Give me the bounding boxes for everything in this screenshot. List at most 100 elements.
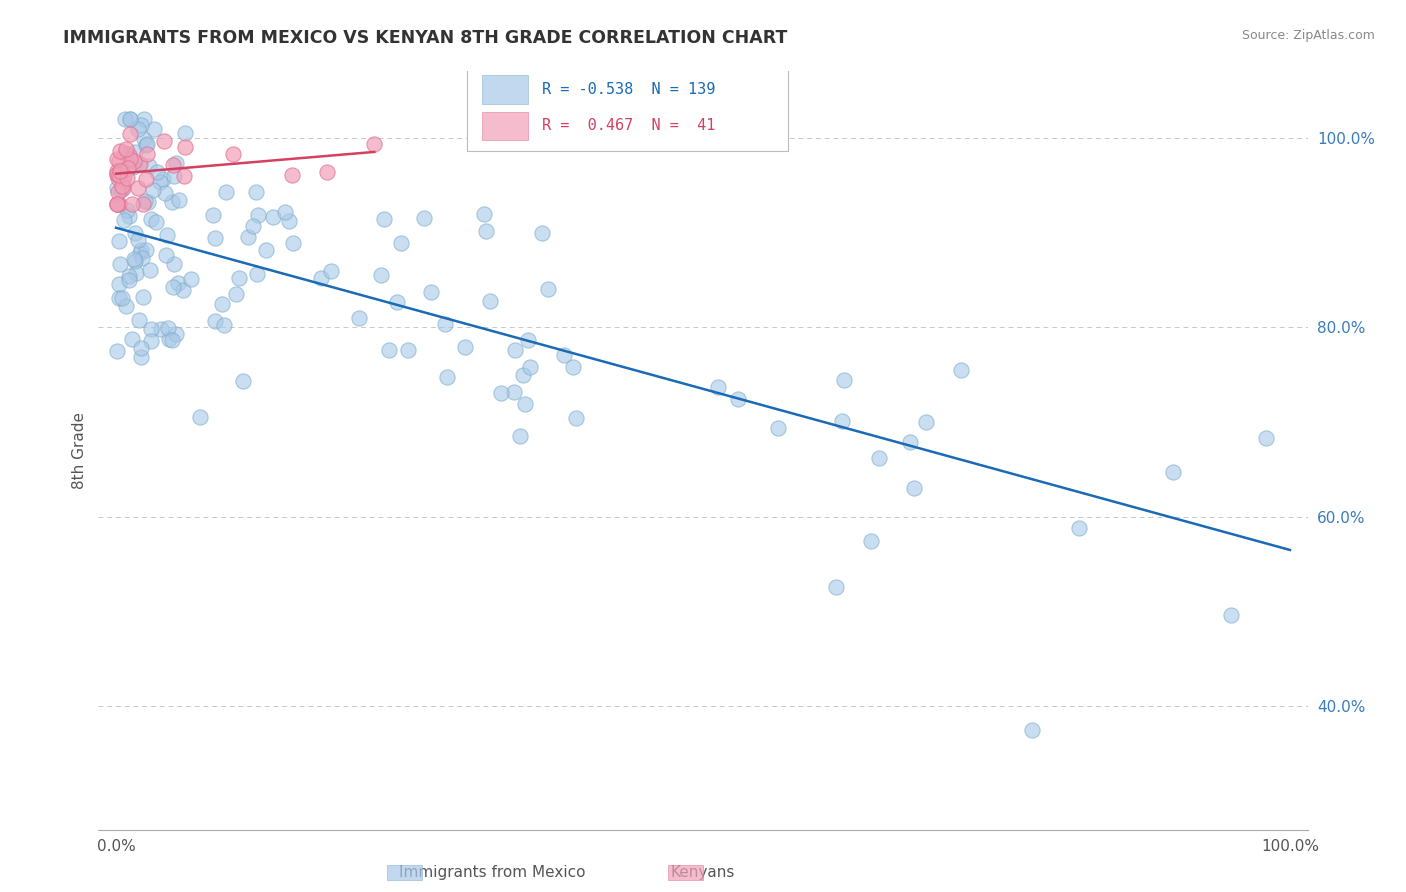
Point (707, 379, 730, 393)
Point (124, 145, 146, 160)
Point (915, 416, 938, 430)
Point (162, 280, 184, 294)
Point (136, 146, 159, 161)
Point (152, 172, 174, 186)
Point (167, 193, 190, 207)
Point (242, 219, 264, 233)
Point (138, 263, 160, 277)
Point (121, 197, 143, 211)
FancyBboxPatch shape (482, 112, 527, 140)
Point (180, 272, 202, 286)
Point (112, 213, 135, 227)
Point (108, 197, 131, 211)
Point (107, 185, 129, 199)
Point (129, 243, 152, 257)
Point (1161, 465, 1184, 479)
Point (832, 373, 855, 387)
Point (111, 173, 134, 187)
Point (105, 197, 128, 211)
Point (167, 276, 190, 290)
Point (139, 211, 162, 226)
Point (553, 348, 575, 362)
Point (114, 145, 136, 160)
Point (105, 197, 128, 211)
Point (127, 122, 149, 136)
Point (128, 312, 150, 326)
Point (173, 169, 195, 183)
FancyBboxPatch shape (467, 64, 787, 151)
Point (274, 204, 297, 219)
Point (174, 126, 197, 140)
Point (124, 254, 146, 268)
Point (565, 410, 588, 425)
Point (129, 342, 152, 356)
Point (419, 285, 441, 299)
Point (128, 157, 150, 171)
Point (153, 186, 176, 201)
Point (128, 246, 150, 260)
Point (134, 132, 156, 146)
Point (478, 293, 501, 308)
Point (316, 165, 339, 179)
Point (202, 208, 225, 222)
Point (491, 385, 513, 400)
Point (281, 169, 304, 183)
Point (370, 268, 392, 283)
Point (149, 175, 172, 189)
Point (433, 317, 456, 331)
Point (107, 170, 129, 185)
Point (115, 299, 138, 313)
Point (377, 343, 399, 357)
Point (215, 185, 238, 199)
Point (509, 429, 531, 443)
Point (121, 332, 143, 346)
Point (1256, 430, 1278, 444)
Point (146, 164, 169, 178)
Point (139, 334, 162, 349)
Point (115, 143, 138, 157)
Point (562, 360, 585, 375)
Point (1021, 723, 1043, 737)
Point (115, 202, 138, 217)
Y-axis label: 8th Grade: 8th Grade (72, 412, 87, 489)
Point (145, 215, 167, 229)
Point (160, 333, 183, 347)
Point (1220, 607, 1243, 622)
Point (135, 137, 157, 152)
Point (163, 256, 186, 270)
Point (900, 435, 922, 450)
Point (472, 207, 495, 221)
Point (105, 167, 128, 181)
Point (212, 318, 235, 332)
Point (396, 343, 419, 357)
Point (114, 112, 136, 126)
Point (125, 266, 148, 280)
Point (385, 295, 408, 310)
Point (503, 384, 526, 399)
Point (105, 181, 128, 195)
Point (118, 153, 141, 167)
Text: Immigrants from Mexico: Immigrants from Mexico (399, 865, 585, 880)
Point (512, 368, 534, 382)
Point (204, 314, 226, 328)
Point (135, 137, 157, 152)
Point (118, 112, 141, 126)
Point (118, 112, 141, 126)
Point (117, 161, 139, 175)
Point (127, 233, 149, 247)
Point (105, 152, 128, 166)
Point (211, 297, 233, 311)
Point (108, 234, 131, 248)
Point (153, 134, 176, 148)
Point (228, 271, 250, 285)
Point (118, 127, 141, 141)
Point (363, 136, 385, 151)
Point (413, 211, 436, 225)
Point (150, 322, 173, 336)
Point (118, 147, 141, 161)
Point (278, 214, 301, 228)
Point (537, 282, 560, 296)
FancyBboxPatch shape (482, 75, 527, 104)
Text: IMMIGRANTS FROM MEXICO VS KENYAN 8TH GRADE CORRELATION CHART: IMMIGRANTS FROM MEXICO VS KENYAN 8TH GRA… (63, 29, 787, 46)
Point (122, 252, 145, 267)
